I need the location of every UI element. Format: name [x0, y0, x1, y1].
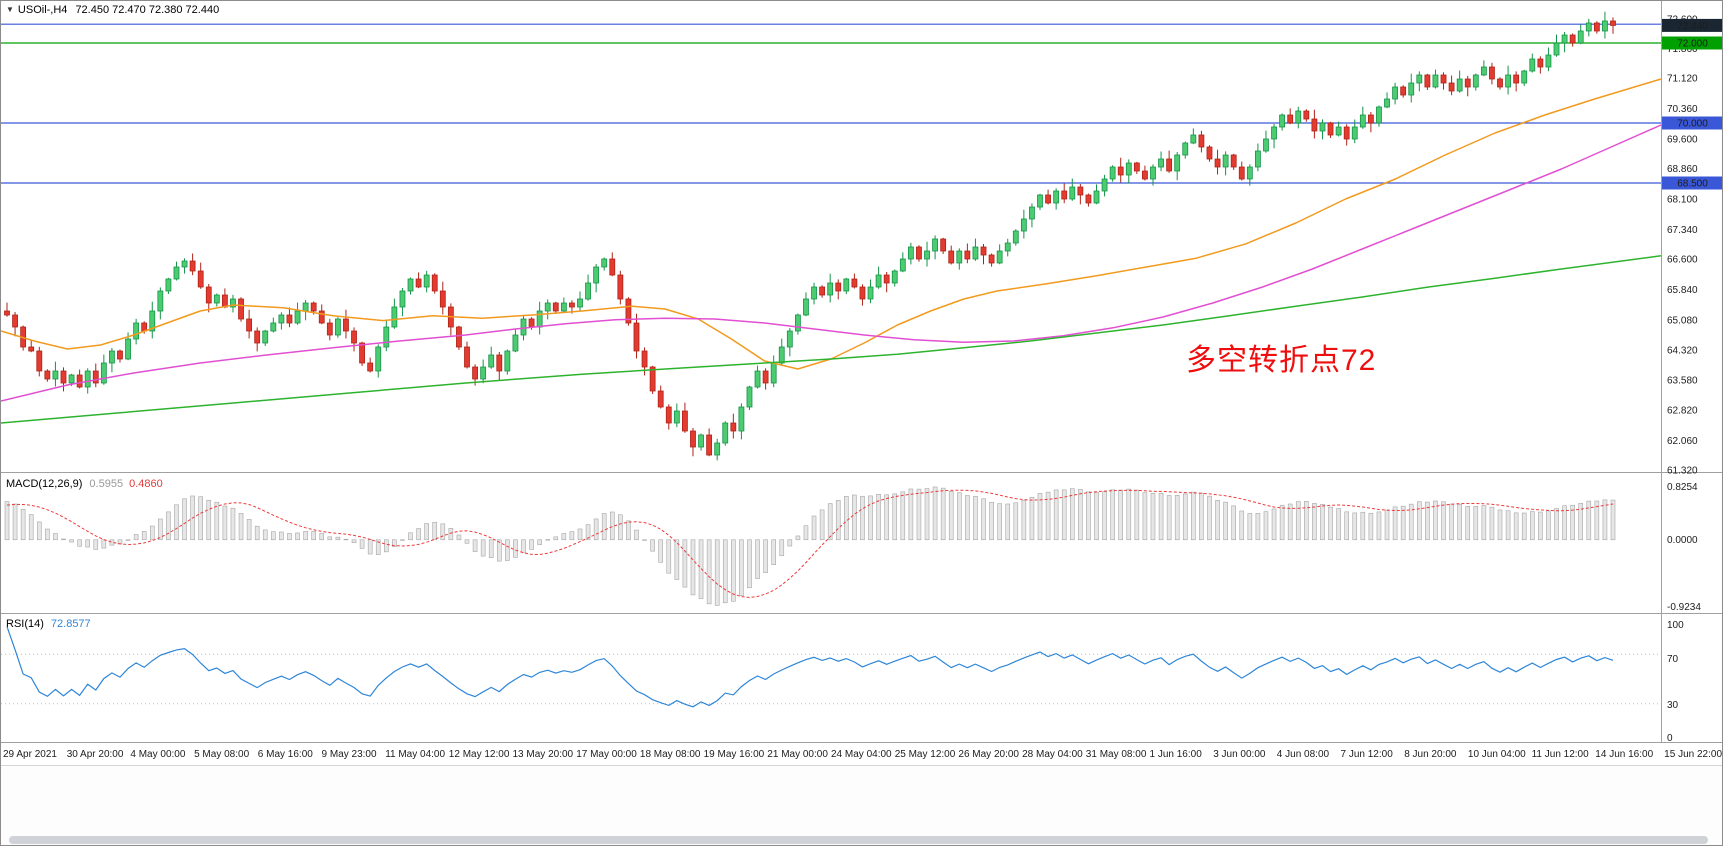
svg-text:12 May 12:00: 12 May 12:00 — [449, 749, 510, 760]
svg-text:63.580: 63.580 — [1667, 375, 1698, 386]
svg-text:66.600: 66.600 — [1667, 255, 1698, 266]
rsi-axis: 100 70 30 0 — [1667, 620, 1684, 744]
horizontal-lines — [1, 23, 1661, 184]
panel-separators — [1, 1, 1722, 743]
svg-text:5 May 08:00: 5 May 08:00 — [194, 749, 249, 760]
horizontal-scrollbar[interactable] — [9, 836, 1708, 844]
svg-text:68.100: 68.100 — [1667, 195, 1698, 206]
svg-text:4 May 00:00: 4 May 00:00 — [130, 749, 185, 760]
rsi-levels — [1, 653, 1661, 705]
rsi-value: 72.8577 — [50, 618, 91, 630]
svg-text:18 May 08:00: 18 May 08:00 — [640, 749, 701, 760]
svg-text:72.440: 72.440 — [1677, 21, 1708, 32]
ma-slow-green — [1, 255, 1662, 424]
macd-axis: 0.8254 0.0000 -0.9234 — [1667, 482, 1701, 613]
svg-text:71.120: 71.120 — [1667, 74, 1698, 85]
svg-text:68.500: 68.500 — [1677, 179, 1708, 190]
svg-text:19 May 16:00: 19 May 16:00 — [704, 749, 765, 760]
rsi-name: RSI(14) — [6, 618, 44, 630]
svg-text:61.320: 61.320 — [1667, 466, 1698, 477]
svg-text:70.360: 70.360 — [1667, 104, 1698, 115]
svg-text:67.340: 67.340 — [1667, 225, 1698, 236]
svg-text:6 May 16:00: 6 May 16:00 — [258, 749, 313, 760]
price-markers: 72.440 72.000 70.000 68.500 — [1662, 18, 1722, 190]
svg-text:62.820: 62.820 — [1667, 406, 1698, 417]
svg-text:72.000: 72.000 — [1677, 39, 1708, 50]
rsi-indicator-label: RSI(14) 72.8577 — [6, 618, 91, 630]
svg-text:11 May 04:00: 11 May 04:00 — [385, 749, 445, 760]
macd-indicator-label: MACD(12,26,9) 0.5955 0.4860 — [6, 478, 163, 490]
chart-canvas: 72.60071.86071.12070.36069.60068.86068.1… — [1, 1, 1722, 760]
svg-text:26 May 20:00: 26 May 20:00 — [958, 749, 1019, 760]
bottom-strip — [1, 765, 1722, 845]
collapse-chart-icon[interactable]: ▼ — [6, 5, 14, 14]
svg-text:13 May 20:00: 13 May 20:00 — [513, 749, 574, 760]
rsi-line — [6, 626, 1614, 708]
svg-text:24 May 04:00: 24 May 04:00 — [831, 749, 892, 760]
chart-annotation-text: 多空转折点72 — [1186, 344, 1377, 377]
svg-text:25 May 12:00: 25 May 12:00 — [895, 749, 956, 760]
svg-text:62.060: 62.060 — [1667, 436, 1698, 447]
svg-text:30 Apr 20:00: 30 Apr 20:00 — [67, 749, 124, 760]
macd-name: MACD(12,26,9) — [6, 478, 83, 490]
svg-text:30: 30 — [1667, 700, 1679, 711]
svg-text:100: 100 — [1667, 620, 1684, 631]
svg-text:29 Apr 2021: 29 Apr 2021 — [3, 749, 57, 760]
svg-text:3 Jun 00:00: 3 Jun 00:00 — [1213, 749, 1266, 760]
svg-text:11 Jun 12:00: 11 Jun 12:00 — [1532, 749, 1590, 760]
time-axis: 29 Apr 2021 30 Apr 20:00 4 May 00:00 5 May … — [3, 749, 1722, 760]
candles — [4, 11, 1616, 461]
ma-mid-magenta — [1, 124, 1662, 402]
svg-text:0: 0 — [1667, 733, 1673, 744]
svg-text:71.860: 71.860 — [1667, 44, 1698, 55]
svg-text:4 Jun 08:00: 4 Jun 08:00 — [1277, 749, 1330, 760]
svg-text:65.080: 65.080 — [1667, 315, 1698, 326]
svg-text:70.000: 70.000 — [1677, 119, 1708, 130]
price-axis: 72.60071.86071.12070.36069.60068.86068.1… — [1667, 15, 1698, 477]
svg-text:10 Jun 04:00: 10 Jun 04:00 — [1468, 749, 1526, 760]
macd-main-value: 0.5955 — [89, 478, 124, 490]
ohlc-values: 72.450 72.470 72.380 72.440 — [75, 4, 220, 16]
svg-text:9 May 23:00: 9 May 23:00 — [322, 749, 377, 760]
ma-fast-orange — [1, 78, 1662, 370]
svg-text:70: 70 — [1667, 654, 1679, 665]
svg-text:17 May 00:00: 17 May 00:00 — [576, 749, 637, 760]
svg-text:7 Jun 12:00: 7 Jun 12:00 — [1341, 749, 1394, 760]
svg-text:64.320: 64.320 — [1667, 346, 1698, 357]
svg-text:-0.9234: -0.9234 — [1667, 602, 1701, 613]
svg-text:0.0000: 0.0000 — [1667, 535, 1698, 546]
svg-text:0.8254: 0.8254 — [1667, 482, 1698, 493]
chart-header: ▼ USOil-,H4 72.450 72.470 72.380 72.440 — [6, 4, 219, 16]
moving-averages — [1, 78, 1662, 424]
svg-text:68.860: 68.860 — [1667, 164, 1698, 175]
svg-text:28 May 04:00: 28 May 04:00 — [1022, 749, 1083, 760]
svg-text:8 Jun 20:00: 8 Jun 20:00 — [1404, 749, 1457, 760]
symbol-timeframe-label: USOil-,H4 — [17, 4, 68, 16]
svg-text:15 Jun 22:00: 15 Jun 22:00 — [1664, 749, 1722, 760]
svg-text:21 May 00:00: 21 May 00:00 — [767, 749, 828, 760]
macd-histogram — [4, 486, 1616, 606]
macd-signal-line — [6, 489, 1614, 599]
macd-signal-value: 0.4860 — [129, 478, 163, 490]
svg-text:14 Jun 16:00: 14 Jun 16:00 — [1595, 749, 1653, 760]
svg-text:31 May 08:00: 31 May 08:00 — [1086, 749, 1147, 760]
svg-text:65.840: 65.840 — [1667, 285, 1698, 296]
svg-text:69.600: 69.600 — [1667, 135, 1698, 146]
svg-text:1 Jun 16:00: 1 Jun 16:00 — [1150, 749, 1203, 760]
